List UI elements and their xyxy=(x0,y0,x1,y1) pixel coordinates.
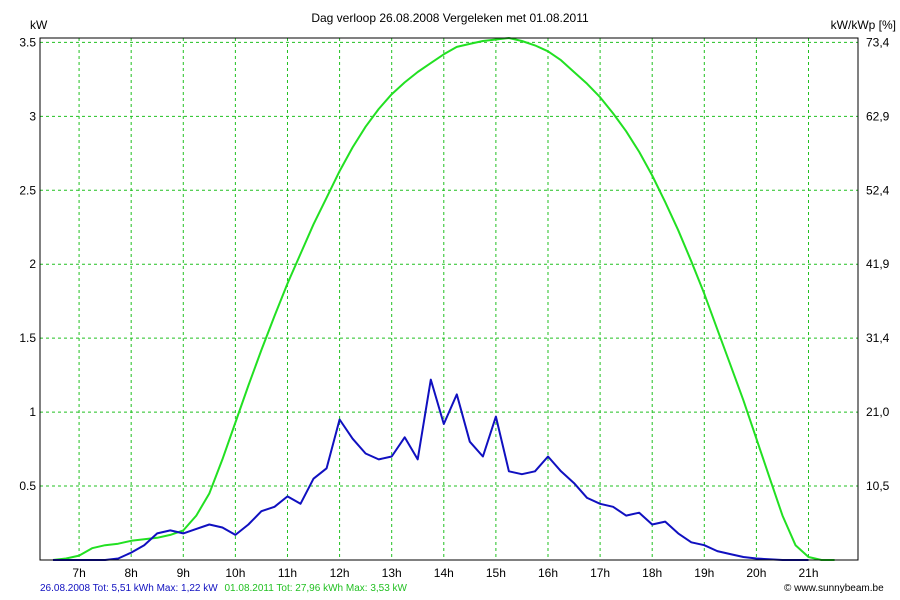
x-tick-label: 21h xyxy=(798,566,818,580)
y-tick-label-right: 62,9 xyxy=(866,109,890,123)
y-tick-label-left: 2.5 xyxy=(19,183,36,197)
y-tick-label-left: 2 xyxy=(29,257,36,271)
x-tick-label: 19h xyxy=(694,566,714,580)
x-tick-label: 16h xyxy=(538,566,558,580)
y-tick-label-left: 0.5 xyxy=(19,479,36,493)
series-line-01-08-2011 xyxy=(52,37,835,561)
y-tick-label-left: 1 xyxy=(29,405,36,419)
x-tick-label: 8h xyxy=(124,566,137,580)
y-tick-label-right: 73,4 xyxy=(866,35,890,49)
y-tick-label-right: 41,9 xyxy=(866,257,890,271)
chart-title: Dag verloop 26.08.2008 Vergeleken met 01… xyxy=(311,11,589,25)
series-line-26-08-2008 xyxy=(53,378,809,561)
y-axis-label-right: kW/kWp [%] xyxy=(831,18,896,32)
x-tick-label: 10h xyxy=(225,566,245,580)
tick-labels: 7h 8h 9h 10h 11h 12h 13h 14h 15h 16h 17h 18h 19h 20h 2… xyxy=(19,35,889,580)
y-tick-label-right: 21,0 xyxy=(866,405,890,419)
y-tick-label-left: 1.5 xyxy=(19,331,36,345)
x-tick-label: 7h xyxy=(72,566,85,580)
x-tick-label: 12h xyxy=(330,566,350,580)
x-tick-label: 13h xyxy=(382,566,402,580)
series-lines xyxy=(52,37,835,561)
legend-entry-2011: 01.08.2011 Tot: 27,96 kWh Max: 3,53 kW xyxy=(224,583,407,594)
legend-entry-2008: 26.08.2008 Tot: 5,51 kWh Max: 1,22 kW xyxy=(40,583,218,594)
y-axis-label-left: kW xyxy=(30,18,48,32)
plot-frame xyxy=(39,37,859,561)
x-tick-label: 11h xyxy=(278,566,297,580)
credit-text: © www.sunnybeam.be xyxy=(784,583,884,594)
y-tick-label-left: 3 xyxy=(29,109,36,123)
x-tick-label: 18h xyxy=(642,566,662,580)
x-tick-label: 20h xyxy=(746,566,766,580)
x-tick-label: 14h xyxy=(434,566,454,580)
y-tick-label-left: 3.5 xyxy=(19,35,36,49)
legend: 26.08.2008 Tot: 5,51 kWh Max: 1,22 kW 01… xyxy=(40,583,411,594)
x-tick-label: 15h xyxy=(486,566,506,580)
y-tick-label-right: 10,5 xyxy=(866,479,890,493)
x-tick-label: 17h xyxy=(590,566,610,580)
y-tick-label-right: 52,4 xyxy=(866,183,890,197)
x-tick-label: 9h xyxy=(177,566,190,580)
grid xyxy=(40,38,858,560)
y-tick-label-right: 31,4 xyxy=(866,331,890,345)
